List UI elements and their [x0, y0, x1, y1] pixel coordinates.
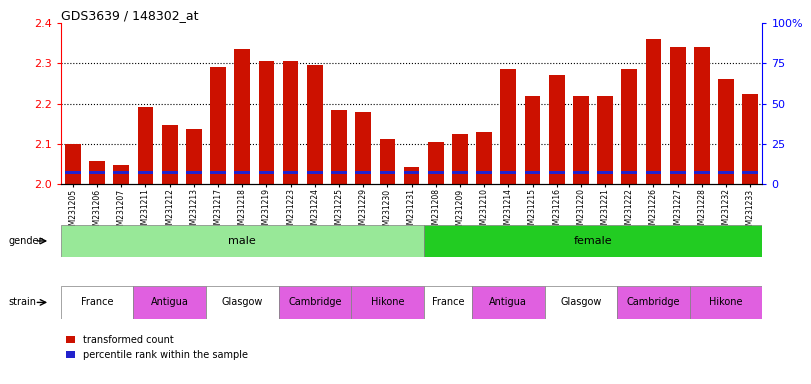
Text: male: male: [229, 236, 256, 246]
Bar: [525, 96, 540, 184]
Bar: [133, 286, 206, 319]
Bar: [259, 61, 274, 184]
Bar: [472, 286, 545, 319]
Bar: [404, 171, 419, 174]
Bar: [404, 167, 419, 184]
Bar: [206, 286, 278, 319]
Bar: [61, 225, 423, 257]
Bar: [500, 171, 517, 174]
Bar: [621, 70, 637, 184]
Bar: [138, 106, 153, 184]
Bar: [355, 171, 371, 174]
Bar: [428, 171, 444, 174]
Bar: [545, 286, 617, 319]
Text: Cambridge: Cambridge: [627, 297, 680, 308]
Bar: [380, 139, 395, 184]
Bar: [597, 96, 613, 184]
Bar: [525, 171, 540, 174]
Bar: [186, 171, 202, 174]
Text: Antigua: Antigua: [489, 297, 527, 308]
Bar: [573, 96, 589, 184]
Bar: [307, 65, 323, 184]
Bar: [355, 112, 371, 184]
Bar: [549, 76, 564, 184]
Bar: [89, 161, 105, 184]
Bar: [234, 171, 250, 174]
Bar: [283, 171, 298, 174]
Bar: [719, 79, 734, 184]
Bar: [162, 171, 178, 174]
Text: Glasgow: Glasgow: [221, 297, 263, 308]
Text: Cambridge: Cambridge: [288, 297, 341, 308]
Text: GDS3639 / 148302_at: GDS3639 / 148302_at: [61, 9, 199, 22]
Bar: [690, 286, 762, 319]
Bar: [694, 171, 710, 174]
Text: Hikone: Hikone: [371, 297, 404, 308]
Bar: [162, 125, 178, 184]
Bar: [65, 171, 81, 174]
Bar: [114, 165, 129, 184]
Legend: transformed count, percentile rank within the sample: transformed count, percentile rank withi…: [66, 335, 248, 360]
Bar: [719, 171, 734, 174]
Bar: [597, 171, 613, 174]
Bar: [646, 171, 661, 174]
Text: Antigua: Antigua: [151, 297, 189, 308]
Bar: [476, 132, 492, 184]
Bar: [500, 70, 517, 184]
Bar: [278, 286, 351, 319]
Bar: [670, 47, 685, 184]
Bar: [742, 171, 758, 174]
Bar: [89, 171, 105, 174]
Bar: [114, 171, 129, 174]
Bar: [331, 171, 347, 174]
Text: strain: strain: [8, 297, 36, 308]
Bar: [617, 286, 690, 319]
Bar: [331, 110, 347, 184]
Text: gender: gender: [8, 236, 43, 246]
Bar: [138, 171, 153, 174]
Bar: [646, 39, 661, 184]
Bar: [65, 144, 81, 184]
Bar: [307, 171, 323, 174]
Text: Hikone: Hikone: [710, 297, 743, 308]
Bar: [186, 129, 202, 184]
Bar: [694, 47, 710, 184]
Bar: [283, 61, 298, 184]
Bar: [670, 171, 685, 174]
Bar: [61, 286, 133, 319]
Bar: [452, 134, 468, 184]
Bar: [234, 49, 250, 184]
Bar: [476, 171, 492, 174]
Text: France: France: [431, 297, 464, 308]
Bar: [452, 171, 468, 174]
Bar: [742, 94, 758, 184]
Text: female: female: [573, 236, 612, 246]
Bar: [210, 68, 226, 184]
Bar: [423, 225, 762, 257]
Bar: [428, 142, 444, 184]
Bar: [621, 171, 637, 174]
Bar: [573, 171, 589, 174]
Bar: [549, 171, 564, 174]
Bar: [351, 286, 423, 319]
Text: France: France: [81, 297, 114, 308]
Bar: [423, 286, 472, 319]
Bar: [259, 171, 274, 174]
Text: Glasgow: Glasgow: [560, 297, 602, 308]
Bar: [210, 171, 226, 174]
Bar: [380, 171, 395, 174]
